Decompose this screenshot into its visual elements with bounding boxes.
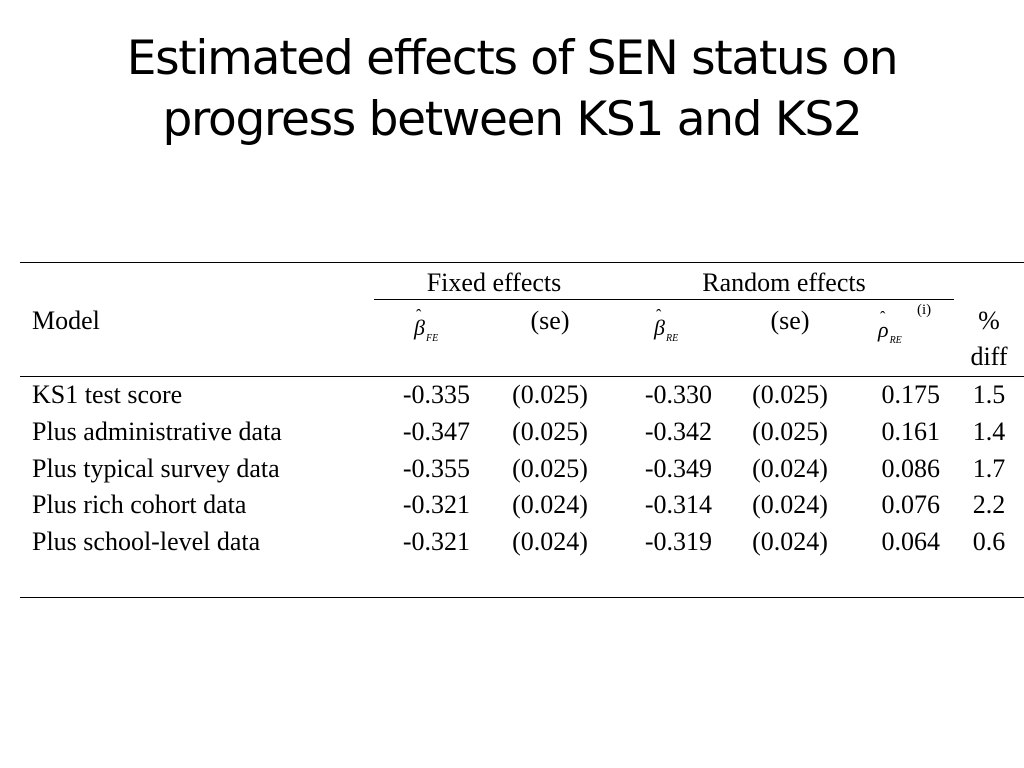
- header-se-re: (se): [770, 306, 810, 335]
- rho-re-hat: ˆ: [880, 309, 886, 326]
- beta-fe-hat: ˆ: [416, 307, 422, 324]
- cell-beta-fe: -0.335: [402, 380, 470, 409]
- cell-pct-diff: 2.2: [972, 490, 1006, 519]
- cell-beta-fe: -0.321: [402, 490, 470, 519]
- cell-se-fe: (0.024): [512, 490, 588, 519]
- header-rho-re: ˆ ρRE: [878, 309, 902, 353]
- beta-re-hat: ˆ: [656, 307, 662, 324]
- cell-beta-re: -0.319: [644, 527, 712, 556]
- beta-re-subscript: RE: [665, 333, 679, 344]
- cell-se-re: (0.024): [752, 490, 828, 519]
- header-bottom-rule: [20, 376, 1024, 377]
- cell-rho-re: 0.161: [881, 417, 941, 446]
- slide-title-line-2: progress between KS1 and KS2: [162, 92, 862, 147]
- header-beta-fe: ˆ βFE: [414, 307, 439, 351]
- header-pct-line-1: %: [978, 306, 1000, 335]
- cell-se-fe: (0.025): [512, 380, 588, 409]
- table-top-rule: [20, 262, 1024, 263]
- cell-model: KS1 test score: [32, 380, 183, 409]
- beta-fe-symbol: β: [414, 315, 425, 340]
- cell-se-fe: (0.024): [512, 527, 588, 556]
- cell-pct-diff: 1.5: [972, 380, 1006, 409]
- slide-title-line-1: Estimated effects of SEN status on: [126, 31, 899, 86]
- beta-fe-subscript: FE: [425, 333, 439, 344]
- cell-pct-diff: 1.4: [972, 417, 1006, 446]
- rho-re-subscript: RE: [889, 335, 902, 346]
- header-se-fe: (se): [530, 306, 570, 335]
- cell-rho-re: 0.175: [881, 380, 941, 409]
- header-random-effects: Random effects: [702, 268, 866, 297]
- cell-beta-re: -0.349: [644, 454, 712, 483]
- cell-pct-diff: 1.7: [972, 454, 1006, 483]
- table-bottom-rule: [20, 597, 1024, 598]
- group-header-rule: [374, 299, 954, 300]
- header-pct-line-2: diff: [970, 342, 1008, 371]
- cell-beta-fe: -0.347: [402, 417, 470, 446]
- cell-model: Plus administrative data: [32, 417, 282, 446]
- cell-beta-fe: -0.355: [402, 454, 470, 483]
- cell-pct-diff: 0.6: [972, 527, 1006, 556]
- cell-model: Plus rich cohort data: [32, 490, 247, 519]
- cell-beta-re: -0.342: [644, 417, 712, 446]
- rho-re-symbol: ρ: [878, 317, 889, 342]
- cell-rho-re: 0.076: [881, 490, 941, 519]
- header-model: Model: [32, 306, 100, 335]
- cell-beta-fe: -0.321: [402, 527, 470, 556]
- cell-se-re: (0.025): [752, 380, 828, 409]
- cell-beta-re: -0.314: [644, 490, 712, 519]
- beta-re-symbol: β: [654, 315, 665, 340]
- cell-rho-re: 0.086: [881, 454, 941, 483]
- cell-se-re: (0.024): [752, 454, 828, 483]
- cell-se-re: (0.024): [752, 527, 828, 556]
- cell-model: Plus typical survey data: [32, 454, 280, 483]
- cell-model: Plus school-level data: [32, 527, 261, 556]
- cell-rho-re: 0.064: [881, 527, 941, 556]
- cell-se-re: (0.025): [752, 417, 828, 446]
- rho-re-footnote-marker: (i): [917, 302, 932, 318]
- header-beta-re: ˆ βRE: [654, 307, 679, 351]
- cell-se-fe: (0.025): [512, 417, 588, 446]
- slide-title: Estimated effects of SEN status on progr…: [0, 28, 1024, 150]
- cell-beta-re: -0.330: [644, 380, 712, 409]
- cell-se-fe: (0.025): [512, 454, 588, 483]
- header-fixed-effects: Fixed effects: [426, 268, 562, 297]
